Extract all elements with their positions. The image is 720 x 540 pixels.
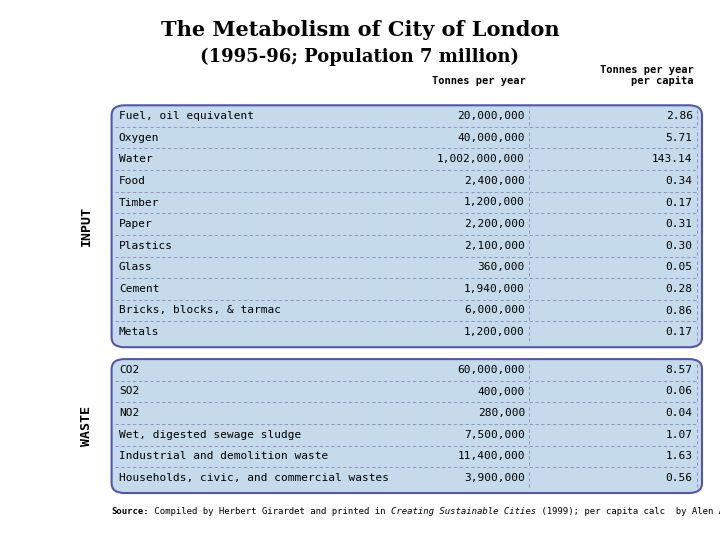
Text: 280,000: 280,000	[477, 408, 525, 418]
Text: Creating Sustainable Cities: Creating Sustainable Cities	[391, 507, 536, 516]
Text: 143.14: 143.14	[652, 154, 693, 164]
Text: 0.31: 0.31	[665, 219, 693, 229]
Text: 2,100,000: 2,100,000	[464, 241, 525, 251]
Text: Compiled by Herbert Girardet and printed in: Compiled by Herbert Girardet and printed…	[149, 507, 391, 516]
Text: 1,200,000: 1,200,000	[464, 327, 525, 337]
Text: 20,000,000: 20,000,000	[457, 111, 525, 121]
FancyBboxPatch shape	[112, 359, 702, 493]
Text: 400,000: 400,000	[477, 387, 525, 396]
Text: Tonnes per year: Tonnes per year	[432, 76, 526, 86]
Text: 2,200,000: 2,200,000	[464, 219, 525, 229]
Text: 7,500,000: 7,500,000	[464, 430, 525, 440]
Text: Timber: Timber	[119, 198, 159, 207]
Text: Metals: Metals	[119, 327, 159, 337]
Text: Paper: Paper	[119, 219, 153, 229]
Text: 40,000,000: 40,000,000	[457, 133, 525, 143]
Text: INPUT: INPUT	[80, 206, 93, 246]
Text: 60,000,000: 60,000,000	[457, 365, 525, 375]
Text: Bricks, blocks, & tarmac: Bricks, blocks, & tarmac	[119, 306, 281, 315]
Text: 0.06: 0.06	[665, 387, 693, 396]
Text: 0.30: 0.30	[665, 241, 693, 251]
Text: 0.34: 0.34	[665, 176, 693, 186]
FancyBboxPatch shape	[112, 105, 702, 347]
Text: 0.28: 0.28	[665, 284, 693, 294]
Text: 0.05: 0.05	[665, 262, 693, 272]
Text: Food: Food	[119, 176, 145, 186]
Text: 1,940,000: 1,940,000	[464, 284, 525, 294]
Text: 360,000: 360,000	[477, 262, 525, 272]
Text: 3,900,000: 3,900,000	[464, 473, 525, 483]
Text: Households, civic, and commercial wastes: Households, civic, and commercial wastes	[119, 473, 389, 483]
Text: (1999); per capita calc  by Alen Amirkhanian: (1999); per capita calc by Alen Amirkhan…	[536, 507, 720, 516]
Text: Industrial and demolition waste: Industrial and demolition waste	[119, 451, 328, 461]
Text: Plastics: Plastics	[119, 241, 173, 251]
Text: 0.56: 0.56	[665, 473, 693, 483]
Text: Glass: Glass	[119, 262, 153, 272]
Text: 1,002,000,000: 1,002,000,000	[437, 154, 525, 164]
Text: (1995-96; Population 7 million): (1995-96; Population 7 million)	[200, 48, 520, 66]
Text: 11,400,000: 11,400,000	[457, 451, 525, 461]
Text: 0.17: 0.17	[665, 327, 693, 337]
Text: SO2: SO2	[119, 387, 139, 396]
Text: 1.07: 1.07	[665, 430, 693, 440]
Text: Wet, digested sewage sludge: Wet, digested sewage sludge	[119, 430, 301, 440]
Text: Oxygen: Oxygen	[119, 133, 159, 143]
Text: 0.04: 0.04	[665, 408, 693, 418]
Text: 5.71: 5.71	[665, 133, 693, 143]
Text: Water: Water	[119, 154, 153, 164]
Text: Source:: Source:	[112, 507, 149, 516]
Text: 2,400,000: 2,400,000	[464, 176, 525, 186]
Text: 0.17: 0.17	[665, 198, 693, 207]
Text: WASTE: WASTE	[80, 406, 93, 446]
Text: 1,200,000: 1,200,000	[464, 198, 525, 207]
Text: 1.63: 1.63	[665, 451, 693, 461]
Text: Fuel, oil equivalent: Fuel, oil equivalent	[119, 111, 254, 121]
Text: 8.57: 8.57	[665, 365, 693, 375]
Text: CO2: CO2	[119, 365, 139, 375]
Text: 0.86: 0.86	[665, 306, 693, 315]
Text: NO2: NO2	[119, 408, 139, 418]
Text: 2.86: 2.86	[665, 111, 693, 121]
Text: Tonnes per year
per capita: Tonnes per year per capita	[600, 65, 693, 86]
Text: Cement: Cement	[119, 284, 159, 294]
Text: 6,000,000: 6,000,000	[464, 306, 525, 315]
Text: The Metabolism of City of London: The Metabolism of City of London	[161, 19, 559, 40]
